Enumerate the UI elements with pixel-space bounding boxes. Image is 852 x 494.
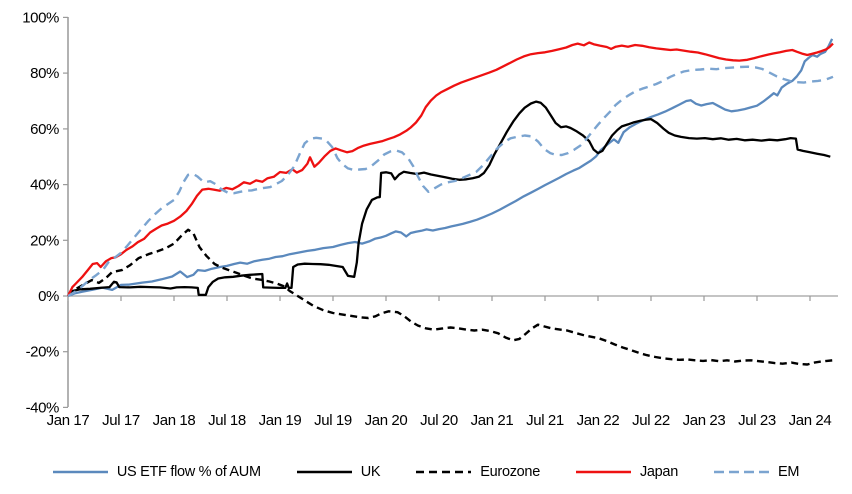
x-axis-label: Jul 22 [632, 412, 670, 429]
y-axis-label: -40% [26, 399, 59, 416]
legend-label: UK [360, 464, 381, 480]
y-axis-label: 0% [38, 288, 59, 305]
y-axis-label: 100% [22, 9, 59, 26]
chart-legend: US ETF flow % of AUM UK Eurozone Japan EM [0, 464, 852, 480]
y-axis-label: 80% [30, 65, 59, 82]
legend-label: Japan [639, 464, 678, 480]
etf-flow-line-chart: 100% 80% 60% 40% 20% 0% -20% -40%Jan 17 Jul 17 Ja… [22, 9, 838, 429]
x-axis-label: Jul 21 [526, 412, 564, 429]
x-axis-label: Jan 22 [577, 412, 620, 429]
legend-label: US ETF flow % of AUM [116, 464, 261, 480]
y-axis-label: 20% [30, 232, 59, 249]
series-line-uk [67, 100, 831, 297]
x-axis-label: Jul 23 [738, 412, 776, 429]
series-line-em [67, 65, 834, 298]
legend-line-sample-icon [713, 470, 769, 474]
legend-line-sample-icon [575, 470, 631, 474]
legend-item-em: EM [713, 464, 800, 480]
legend-item-uk: UK [296, 464, 381, 480]
legend-line-sample-icon [296, 470, 352, 474]
series-line-japan [66, 41, 834, 297]
x-axis-label: Jul 20 [420, 412, 458, 429]
x-axis-label: Jan 24 [789, 412, 832, 429]
x-axis-label: Jul 18 [208, 412, 246, 429]
legend-line-sample-icon [52, 470, 108, 474]
x-axis-label: Jan 17 [47, 412, 90, 429]
legend-item-eurozone: Eurozone [416, 464, 540, 480]
legend-item-us-etf-flow-of-aum: US ETF flow % of AUM [52, 464, 261, 480]
legend-label: Eurozone [480, 464, 540, 480]
x-axis-label: Jan 23 [683, 412, 726, 429]
legend-label: EM [777, 464, 800, 480]
x-axis-label: Jan 19 [259, 412, 302, 429]
x-axis-label: Jul 19 [314, 412, 352, 429]
legend-line-sample-icon [416, 470, 472, 474]
legend-item-japan: Japan [575, 464, 678, 480]
y-axis-label: -20% [26, 344, 59, 361]
series-line-eurozone [67, 228, 834, 366]
x-axis-label: Jul 17 [102, 412, 140, 429]
x-axis-label: Jan 21 [471, 412, 514, 429]
x-axis-label: Jan 18 [153, 412, 196, 429]
series-line-us-etf-flow-of-aum [67, 38, 834, 298]
y-axis-label: 60% [30, 121, 59, 138]
x-axis-label: Jan 20 [365, 412, 408, 429]
y-axis-label: 40% [30, 177, 59, 194]
